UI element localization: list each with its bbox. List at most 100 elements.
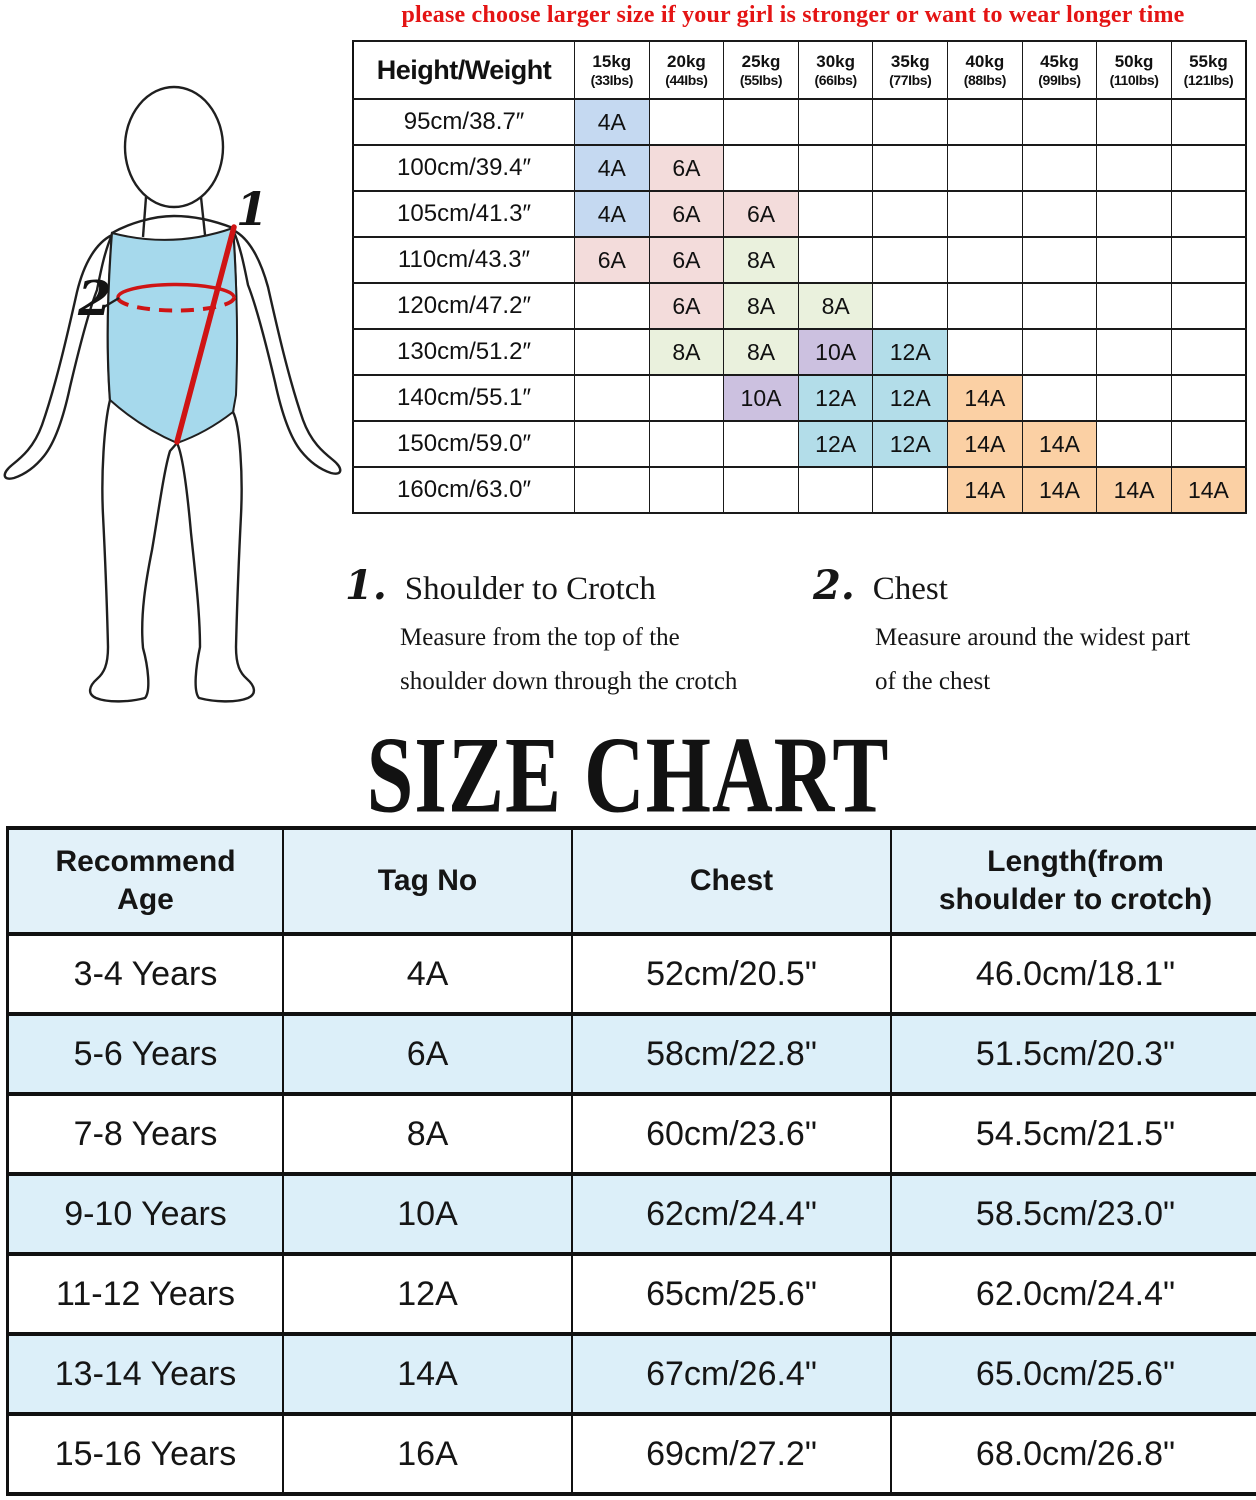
neck-outline bbox=[199, 196, 207, 236]
empty-cell bbox=[947, 98, 1023, 146]
size-table-cell: 15-16 Years bbox=[6, 1412, 284, 1496]
size-cell: 4A bbox=[574, 144, 650, 192]
size-cell: 12A bbox=[872, 420, 949, 468]
size-table-row: 9-10 Years 10A 62cm/24.4" 58.5cm/23.0" bbox=[6, 1172, 1256, 1256]
empty-cell bbox=[1021, 144, 1098, 192]
empty-cell bbox=[1096, 374, 1172, 422]
size-table-cell: 13-14 Years bbox=[6, 1332, 284, 1416]
size-table-cell: 11-12 Years bbox=[6, 1252, 284, 1336]
empty-cell bbox=[1021, 98, 1098, 146]
size-table-header: Length(from shoulder to crotch) bbox=[890, 826, 1256, 936]
size-cell: 6A bbox=[723, 190, 799, 238]
empty-cell bbox=[797, 190, 874, 238]
size-table-cell: 52cm/20.5" bbox=[571, 932, 892, 1016]
body-measurement-diagram: 1 2 bbox=[3, 85, 342, 703]
height-label: 110cm/43.3″ bbox=[352, 236, 575, 284]
instruction-line: Measure from the top of the bbox=[400, 624, 680, 651]
size-table-cell: 8A bbox=[282, 1092, 573, 1176]
empty-cell bbox=[797, 236, 874, 284]
size-table-cell: 68.0cm/26.8" bbox=[890, 1412, 1256, 1496]
size-table-header: Recommend Age bbox=[6, 826, 284, 936]
size-table-cell: 10A bbox=[282, 1172, 573, 1256]
size-cell: 6A bbox=[648, 144, 725, 192]
size-table: Recommend Age Tag No Chest Length(from shou… bbox=[6, 826, 1256, 1496]
empty-cell bbox=[574, 328, 650, 376]
size-table-cell: 46.0cm/18.1" bbox=[890, 932, 1256, 1016]
empty-cell bbox=[1170, 144, 1247, 192]
empty-cell bbox=[723, 144, 799, 192]
weight-column-header: 55kg (121Ibs) bbox=[1170, 40, 1247, 100]
size-cell: 12A bbox=[797, 374, 874, 422]
size-table-cell: 54.5cm/21.5" bbox=[890, 1092, 1256, 1176]
instruction-title: Shoulder to Crotch bbox=[404, 571, 656, 607]
size-table-cell: 65cm/25.6" bbox=[571, 1252, 892, 1336]
empty-cell bbox=[1096, 236, 1172, 284]
size-table-header: Chest bbox=[571, 826, 892, 936]
size-table-row: 5-6 Years 6A 58cm/22.8" 51.5cm/20.3" bbox=[6, 1012, 1256, 1096]
height-weight-table: Height/Weight 15kg (33Ibs) 20kg (44Ibs) 25kg(… bbox=[352, 40, 1247, 514]
height-label: 140cm/55.1″ bbox=[352, 374, 575, 422]
matrix-row: 105cm/41.3″ 4A 6A 6A bbox=[352, 190, 1247, 238]
size-cell: 14A bbox=[947, 466, 1023, 514]
size-table-header: Tag No bbox=[282, 826, 573, 936]
empty-cell bbox=[1021, 236, 1098, 284]
empty-cell bbox=[1021, 328, 1098, 376]
empty-cell bbox=[1021, 190, 1098, 238]
empty-cell bbox=[947, 190, 1023, 238]
measure-label-2: 2 bbox=[77, 271, 111, 327]
leotard-shape bbox=[106, 226, 238, 445]
weight-column-header: 50kg (110Ibs) bbox=[1096, 40, 1172, 100]
matrix-corner-label: Height/Weight bbox=[352, 40, 575, 100]
size-cell: 14A bbox=[1170, 466, 1247, 514]
matrix-row: 150cm/59.0″ 12A 12A 14A 14A bbox=[352, 420, 1247, 468]
empty-cell bbox=[1170, 236, 1247, 284]
chest-line-dashed bbox=[116, 296, 237, 313]
empty-cell bbox=[1021, 282, 1098, 330]
empty-cell bbox=[1096, 328, 1172, 376]
notice-text: please choose larger size if your girl i… bbox=[401, 2, 1185, 28]
empty-cell bbox=[1170, 282, 1247, 330]
empty-cell bbox=[648, 420, 725, 468]
empty-cell bbox=[1170, 420, 1247, 468]
empty-cell bbox=[1170, 190, 1247, 238]
height-label: 150cm/59.0″ bbox=[352, 420, 575, 468]
size-cell: 6A bbox=[648, 236, 725, 284]
size-cell: 4A bbox=[574, 98, 650, 146]
empty-cell bbox=[648, 98, 725, 146]
instruction-number: 2. bbox=[813, 562, 855, 609]
size-table-cell: 69cm/27.2" bbox=[571, 1412, 892, 1496]
shoulder-crotch-line bbox=[174, 224, 237, 445]
size-table-cell: 60cm/23.6" bbox=[571, 1092, 892, 1176]
size-cell: 8A bbox=[797, 282, 874, 330]
instruction-line: shoulder down through the crotch bbox=[400, 668, 738, 695]
size-cell: 8A bbox=[648, 328, 725, 376]
height-label: 100cm/39.4″ bbox=[352, 144, 575, 192]
empty-cell bbox=[947, 282, 1023, 330]
right-arm-outline bbox=[231, 228, 342, 475]
size-table-cell: 62.0cm/24.4" bbox=[890, 1252, 1256, 1336]
empty-cell bbox=[1021, 374, 1098, 422]
matrix-row: 160cm/63.0″ 14A 14A 14A 14A bbox=[352, 466, 1247, 514]
size-cell: 8A bbox=[723, 282, 799, 330]
empty-cell bbox=[947, 236, 1023, 284]
empty-cell bbox=[1170, 328, 1247, 376]
instruction-shoulder-to-crotch: 1. Shoulder to Crotch Measure from the t… bbox=[345, 566, 737, 696]
size-table-cell: 4A bbox=[282, 932, 573, 1016]
measure-label-1: 1 bbox=[236, 182, 268, 236]
size-table-cell: 51.5cm/20.3" bbox=[890, 1012, 1256, 1096]
size-cell: 12A bbox=[872, 374, 949, 422]
size-chart-heading: SIZE CHART bbox=[366, 715, 890, 837]
size-table-cell: 7-8 Years bbox=[6, 1092, 284, 1176]
matrix-row: 95cm/38.7″ 4A bbox=[352, 98, 1247, 146]
empty-cell bbox=[797, 466, 874, 514]
instruction-line: Measure around the widest part bbox=[875, 624, 1191, 651]
matrix-row: 120cm/47.2″ 6A 8A 8A bbox=[352, 282, 1247, 330]
empty-cell bbox=[872, 236, 949, 284]
empty-cell bbox=[947, 144, 1023, 192]
size-table-cell: 58.5cm/23.0" bbox=[890, 1172, 1256, 1256]
matrix-row: 130cm/51.2″ 8A 8A 10A 12A bbox=[352, 328, 1247, 376]
weight-column-header: 30kg (66Ibs) bbox=[797, 40, 874, 100]
weight-column-header: 15kg (33Ibs) bbox=[574, 40, 650, 100]
empty-cell bbox=[723, 420, 799, 468]
